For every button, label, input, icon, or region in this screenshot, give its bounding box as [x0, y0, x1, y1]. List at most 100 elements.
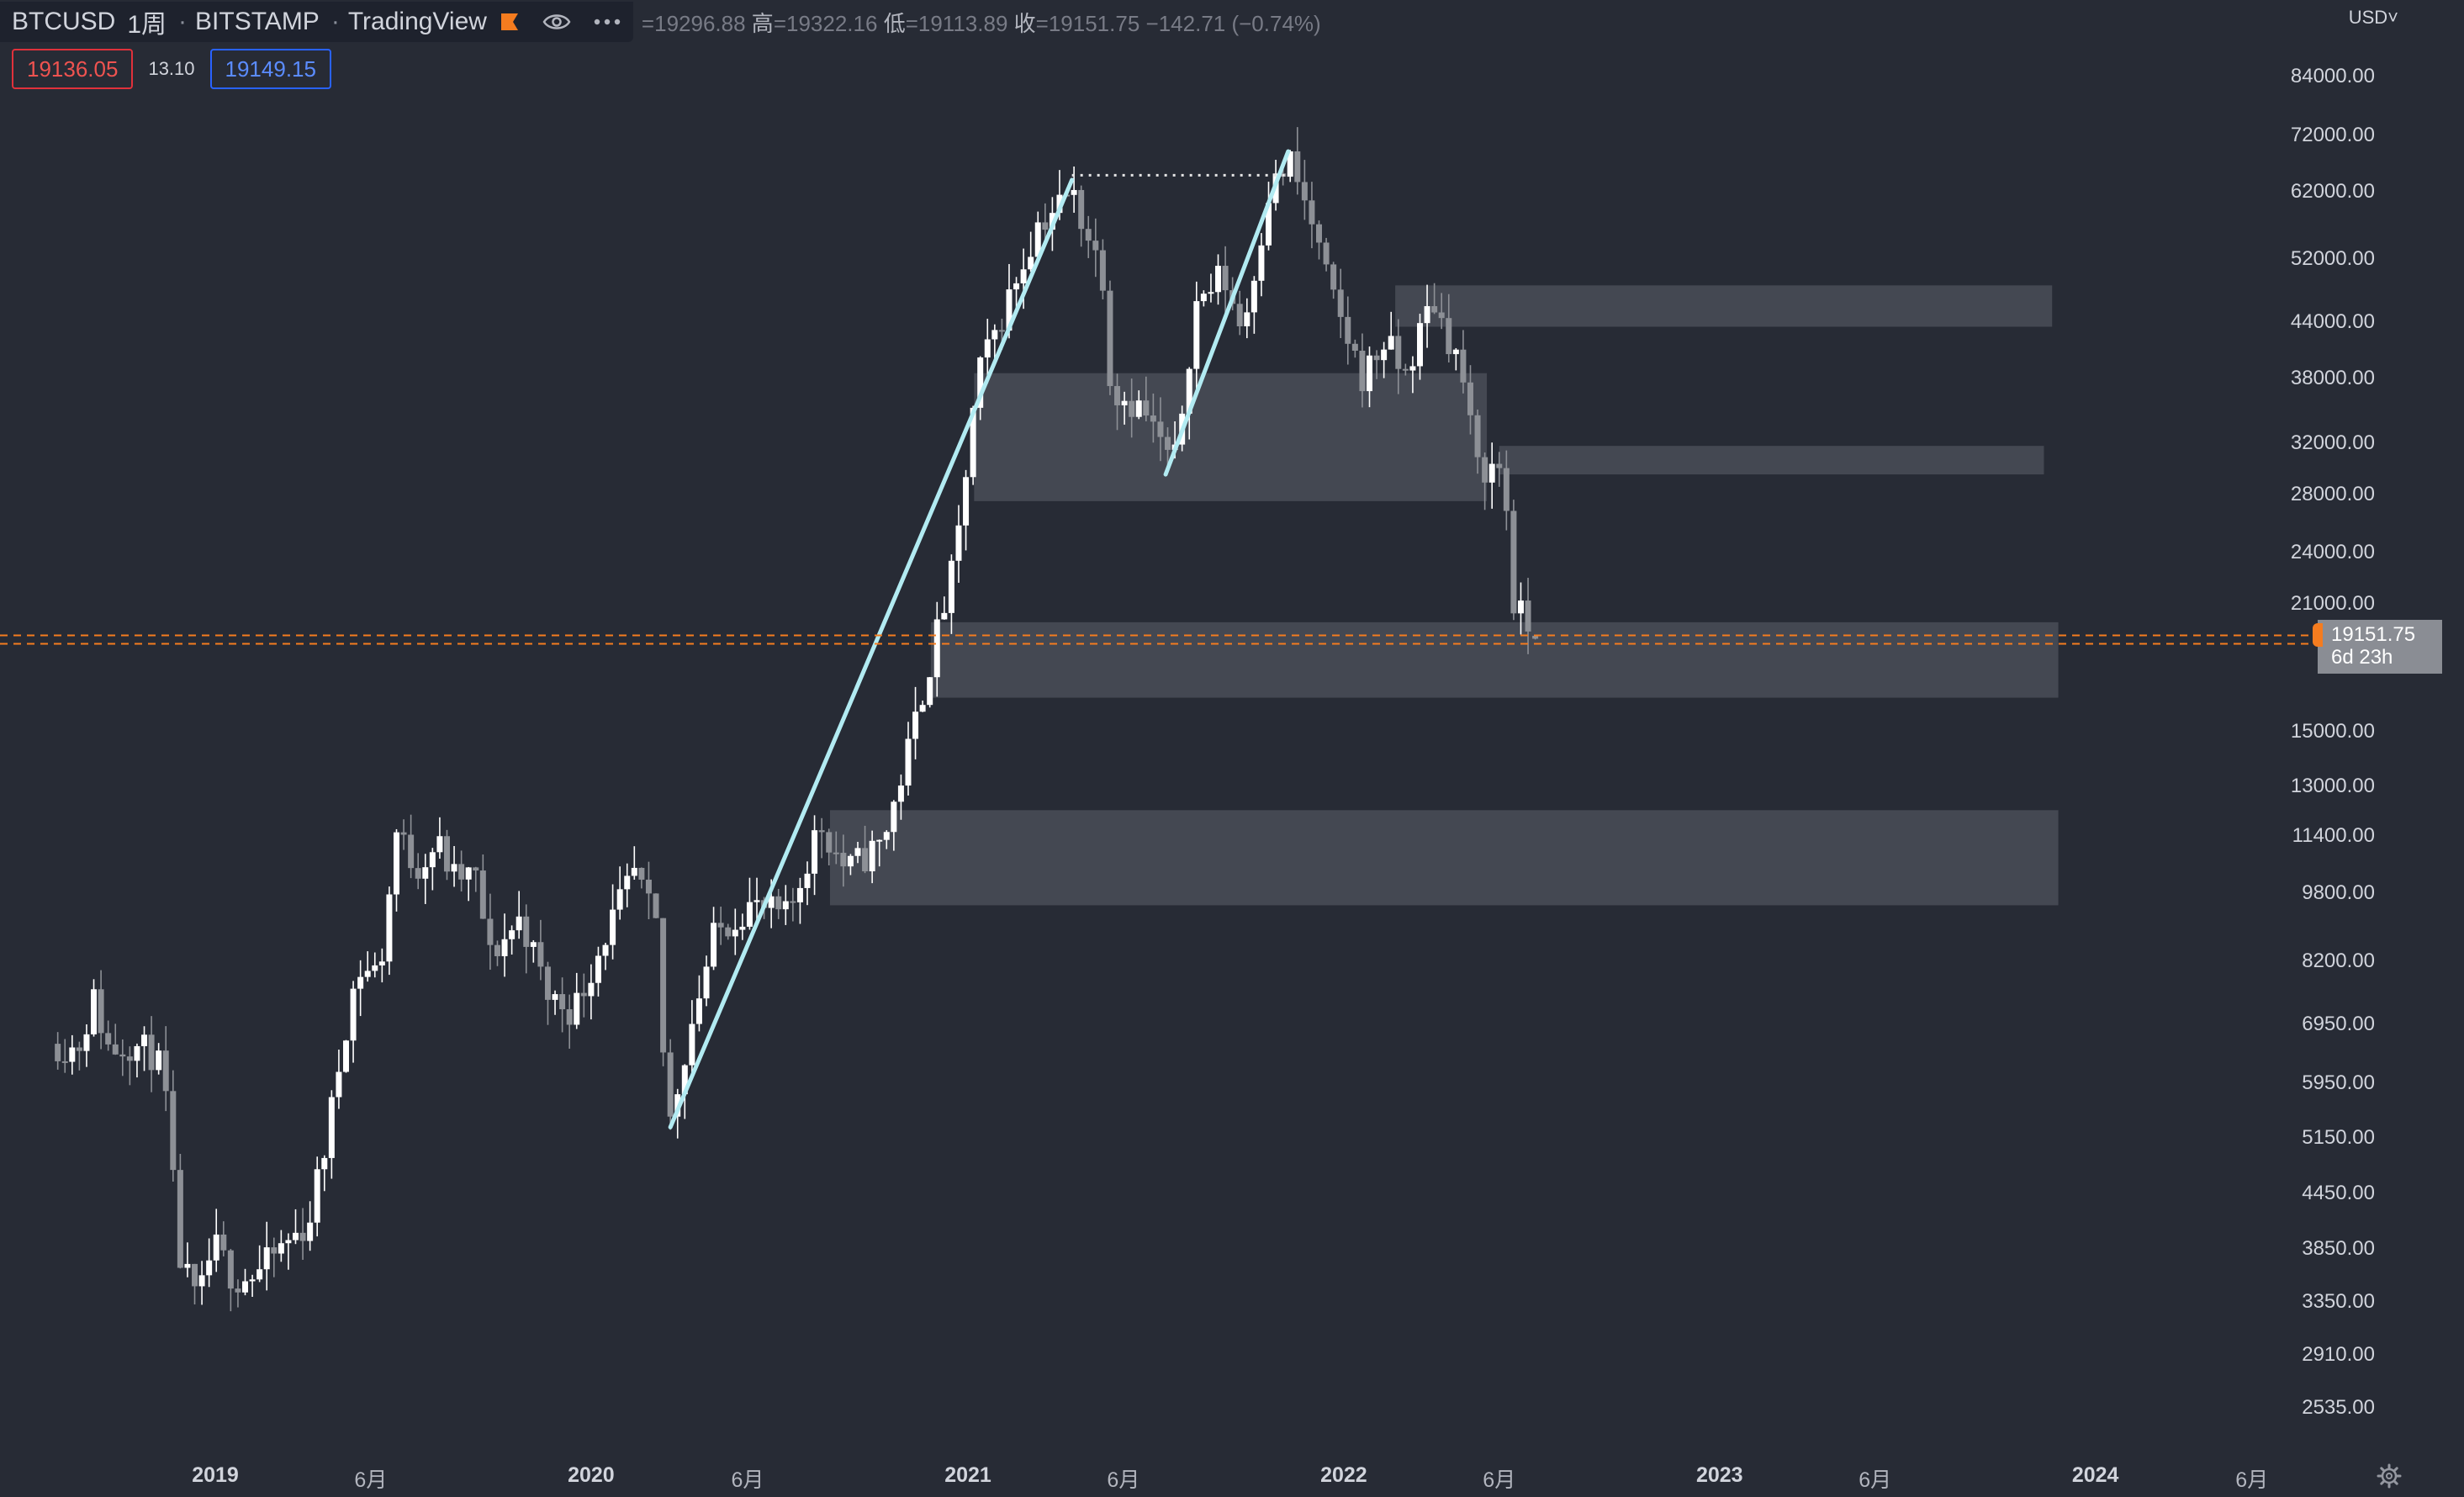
price-tick-label: 11400.00 [2292, 823, 2375, 847]
buy-button[interactable]: 19149.15 [209, 49, 331, 89]
candle-body-198 [1482, 457, 1488, 483]
candle-body-191 [1431, 306, 1438, 313]
candle-body-62 [501, 939, 508, 956]
candle-body-181 [1359, 351, 1366, 392]
candle-body-205 [1532, 636, 1539, 639]
candle-body-115 [883, 832, 890, 840]
candle-body-87 [681, 1065, 688, 1095]
eye-icon[interactable] [542, 12, 571, 32]
candle-body-18 [184, 1263, 191, 1268]
candle-body-8 [112, 1044, 119, 1055]
candle-body-77 [610, 909, 616, 945]
candle-body-67 [537, 942, 544, 967]
candle-body-147 [1114, 386, 1121, 405]
candle-body-143 [1085, 229, 1092, 241]
candle-body-154 [1165, 436, 1171, 450]
candle-body-144 [1092, 241, 1099, 251]
candle-body-14 [156, 1050, 162, 1071]
candle-body-55 [451, 864, 457, 872]
price-tick-label: 3850.00 [2302, 1236, 2375, 1260]
high-value: =19322.16 [773, 10, 878, 36]
candle-body-159 [1200, 294, 1207, 302]
price-tick-label: 8200.00 [2302, 949, 2375, 972]
symbol-info-box[interactable]: BTCUSD 1周 · BITSTAMP · TradingView [0, 2, 633, 42]
candle-body-39 [336, 1071, 342, 1098]
price-tick-label: 5950.00 [2302, 1071, 2375, 1094]
candle-body-76 [602, 944, 609, 956]
exchange-label: BITSTAMP [195, 8, 320, 35]
candle-body-7 [105, 1033, 112, 1045]
candle-body-78 [616, 889, 623, 910]
candle-body-152 [1150, 415, 1156, 422]
candle-body-88 [689, 1024, 695, 1066]
candle-body-149 [1129, 400, 1135, 417]
price-tick-label: 2535.00 [2302, 1395, 2375, 1419]
candle-body-82 [645, 879, 652, 894]
candle-body-133 [1013, 283, 1020, 290]
candle-body-71 [566, 1009, 573, 1025]
candle-body-196 [1467, 382, 1473, 415]
candle-body-148 [1121, 400, 1128, 405]
candle-body-43 [364, 971, 371, 977]
candle-body-59 [479, 870, 486, 919]
candle-body-30 [271, 1247, 278, 1254]
settings-gear-icon[interactable] [2377, 1463, 2402, 1489]
candle-body-44 [372, 965, 378, 971]
candle-body-150 [1135, 400, 1142, 417]
candle-body-34 [299, 1232, 306, 1241]
candle-body-11 [134, 1045, 140, 1061]
bar-countdown: 6d 23h [2331, 646, 2393, 669]
candle-body-146 [1107, 290, 1113, 387]
candle-body-5 [91, 989, 98, 1034]
symbol-name[interactable]: BTCUSD [12, 8, 116, 35]
candle-body-175 [1316, 224, 1323, 243]
candle-body-0 [55, 1044, 61, 1061]
candle-body-90 [703, 966, 710, 999]
more-icon[interactable] [593, 18, 621, 26]
close-value: =19151.75 [1035, 10, 1140, 36]
close-label: 收 [1013, 10, 1036, 36]
candle-body-172 [1294, 151, 1301, 182]
candle-body-25 [235, 1288, 241, 1293]
candle-body-42 [357, 976, 364, 989]
candle-body-173 [1301, 182, 1308, 201]
candle-body-132 [1006, 289, 1013, 331]
time-tick-label: 6月 [354, 1468, 388, 1492]
candle-body-111 [854, 848, 861, 856]
candle-body-185 [1388, 336, 1394, 350]
separator-dot: · [178, 8, 188, 35]
candle-body-63 [509, 930, 516, 939]
candle-body-15 [162, 1050, 169, 1092]
flag-icon[interactable] [499, 12, 521, 32]
candle-body-66 [530, 942, 537, 947]
currency-selector[interactable]: USD˅ [2348, 7, 2398, 28]
candle-body-57 [465, 867, 472, 880]
sell-button[interactable]: 19136.05 [12, 49, 134, 89]
price-tick-label: 52000.00 [2290, 246, 2375, 270]
candle-body-202 [1510, 510, 1517, 614]
candle-body-22 [213, 1234, 219, 1261]
candle-body-158 [1193, 301, 1200, 369]
candle-body-195 [1460, 349, 1467, 383]
candle-body-69 [552, 994, 558, 1000]
price-tick-label: 4450.00 [2302, 1182, 2375, 1205]
candle-body-32 [285, 1240, 292, 1244]
candle-body-120 [919, 705, 926, 712]
interval-label[interactable]: 1周 [127, 11, 167, 39]
candle-body-13 [148, 1034, 155, 1071]
candle-body-65 [523, 916, 530, 947]
open-value: =19296.88 [641, 10, 746, 36]
spread-value: 13.10 [148, 58, 195, 79]
candle-body-168 [1266, 203, 1272, 246]
candle-body-137 [1042, 222, 1049, 230]
candle-body-93 [725, 927, 732, 937]
candle-body-46 [386, 894, 393, 962]
candle-body-64 [516, 916, 522, 931]
candle-body-56 [458, 864, 465, 880]
candle-body-74 [588, 982, 595, 997]
time-tick-label: 2024 [2071, 1463, 2119, 1487]
low-value: =19113.89 [905, 10, 1008, 36]
separator-dot: · [330, 8, 340, 35]
